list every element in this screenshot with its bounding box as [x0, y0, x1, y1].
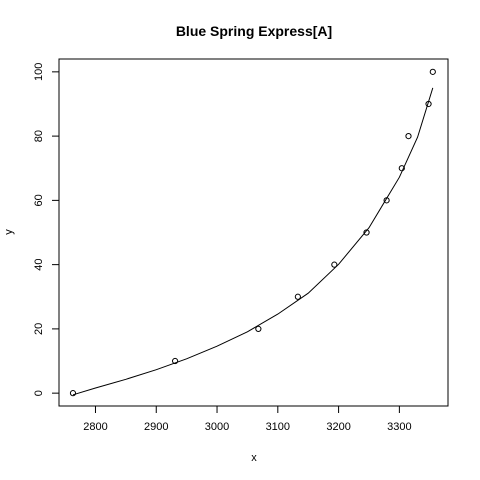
y-tick-label: 0: [33, 390, 45, 396]
x-tick-label: 3200: [326, 421, 350, 433]
x-tick-label: 2900: [144, 421, 168, 433]
data-point: [255, 325, 262, 332]
data-point: [69, 390, 77, 397]
data-point: [405, 133, 412, 140]
fit-curve: [72, 87, 434, 396]
y-tick-label: 100: [33, 63, 45, 81]
data-point: [398, 165, 405, 172]
chart-title: Blue Spring Express[A]: [176, 23, 332, 39]
y-tick-label: 80: [33, 130, 45, 142]
data-point: [363, 229, 370, 236]
y-axis: 0 20 40 60 80 100: [33, 63, 59, 396]
data-point: [429, 68, 436, 75]
x-axis-label: x: [251, 452, 257, 464]
y-axis-label: y: [3, 229, 15, 235]
x-tick-label: 3000: [205, 421, 229, 433]
x-axis: 2800 2900 3000 3100 3200 3300: [83, 406, 412, 433]
x-tick-label: 3300: [387, 421, 411, 433]
data-point: [331, 261, 338, 268]
x-tick-label: 3100: [266, 421, 290, 433]
y-tick-label: 60: [33, 194, 45, 206]
x-tick-label: 2800: [83, 421, 107, 433]
plot-frame: [58, 58, 449, 407]
data-points: [69, 68, 436, 397]
data-point: [425, 100, 432, 108]
y-tick-label: 20: [33, 323, 45, 335]
data-point: [294, 293, 301, 300]
y-tick-label: 40: [33, 259, 45, 271]
data-point: [171, 357, 179, 365]
data-point: [383, 197, 390, 204]
